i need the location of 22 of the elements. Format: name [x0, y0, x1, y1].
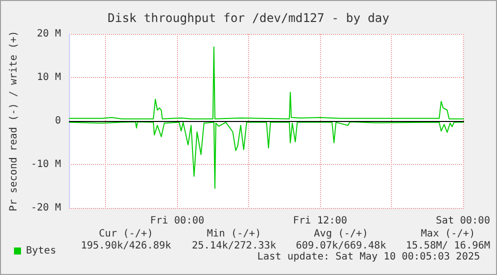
y-tick-label: -10 M — [30, 159, 61, 170]
text: Cur (-/+) — [98, 228, 154, 240]
y-tick-label: 20 M — [36, 28, 61, 40]
y-tick-label: -20 M — [30, 202, 61, 214]
text: Last update: Sat May 10 00:05:03 2025 — [257, 252, 480, 262]
y-tick-label: 0 — [54, 116, 61, 126]
text: 195.90k/426.89k — [80, 240, 172, 252]
x-tick-label: Sat 00:00 — [436, 216, 490, 226]
text: 25.14k/272.33k — [192, 240, 276, 252]
y-axis-title: Pr second read (-) / write (+) — [8, 30, 20, 212]
line-series — [68, 121, 464, 189]
text: Max (-/+) — [420, 228, 476, 240]
x-tick-label: Fri 12:00 — [293, 216, 348, 226]
text: 15.58M/ 16.96M — [406, 240, 490, 252]
x-tick-label: Fri 00:00 — [150, 216, 204, 226]
y-tick-label: 10 M — [36, 72, 61, 83]
text: Avg (-/+) — [314, 228, 368, 240]
line-series — [68, 46, 464, 120]
text: Min (-/+) — [206, 228, 262, 240]
legend-label: Bytes — [26, 246, 56, 256]
chart-title: Disk throughput for /dev/md127 - by day — [108, 11, 390, 25]
text: 609.07k/669.48k — [296, 240, 386, 252]
